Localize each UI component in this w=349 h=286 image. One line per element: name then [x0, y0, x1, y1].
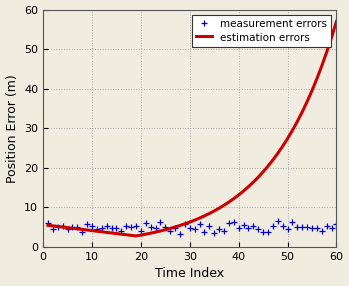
estimation errors — [129, 234, 133, 237]
measurement errors — [129, 225, 133, 229]
Y-axis label: Position Error (m): Position Error (m) — [6, 74, 18, 183]
X-axis label: Time Index: Time Index — [155, 267, 224, 281]
estimation errors — [134, 234, 138, 238]
estimation errors — [334, 20, 339, 23]
estimation errors — [144, 233, 148, 236]
estimation errors — [232, 197, 236, 200]
measurement errors — [232, 221, 236, 224]
Line: measurement errors: measurement errors — [45, 218, 340, 237]
measurement errors — [144, 221, 148, 225]
measurement errors — [276, 219, 280, 223]
measurement errors — [95, 227, 99, 231]
Line: estimation errors: estimation errors — [48, 21, 336, 236]
estimation errors — [149, 231, 153, 235]
estimation errors — [95, 229, 99, 233]
measurement errors — [46, 221, 50, 224]
measurement errors — [119, 230, 124, 233]
measurement errors — [334, 222, 339, 226]
estimation errors — [46, 224, 50, 227]
measurement errors — [178, 232, 182, 235]
Legend: measurement errors, estimation errors: measurement errors, estimation errors — [192, 15, 331, 47]
estimation errors — [119, 233, 124, 236]
measurement errors — [139, 230, 143, 233]
